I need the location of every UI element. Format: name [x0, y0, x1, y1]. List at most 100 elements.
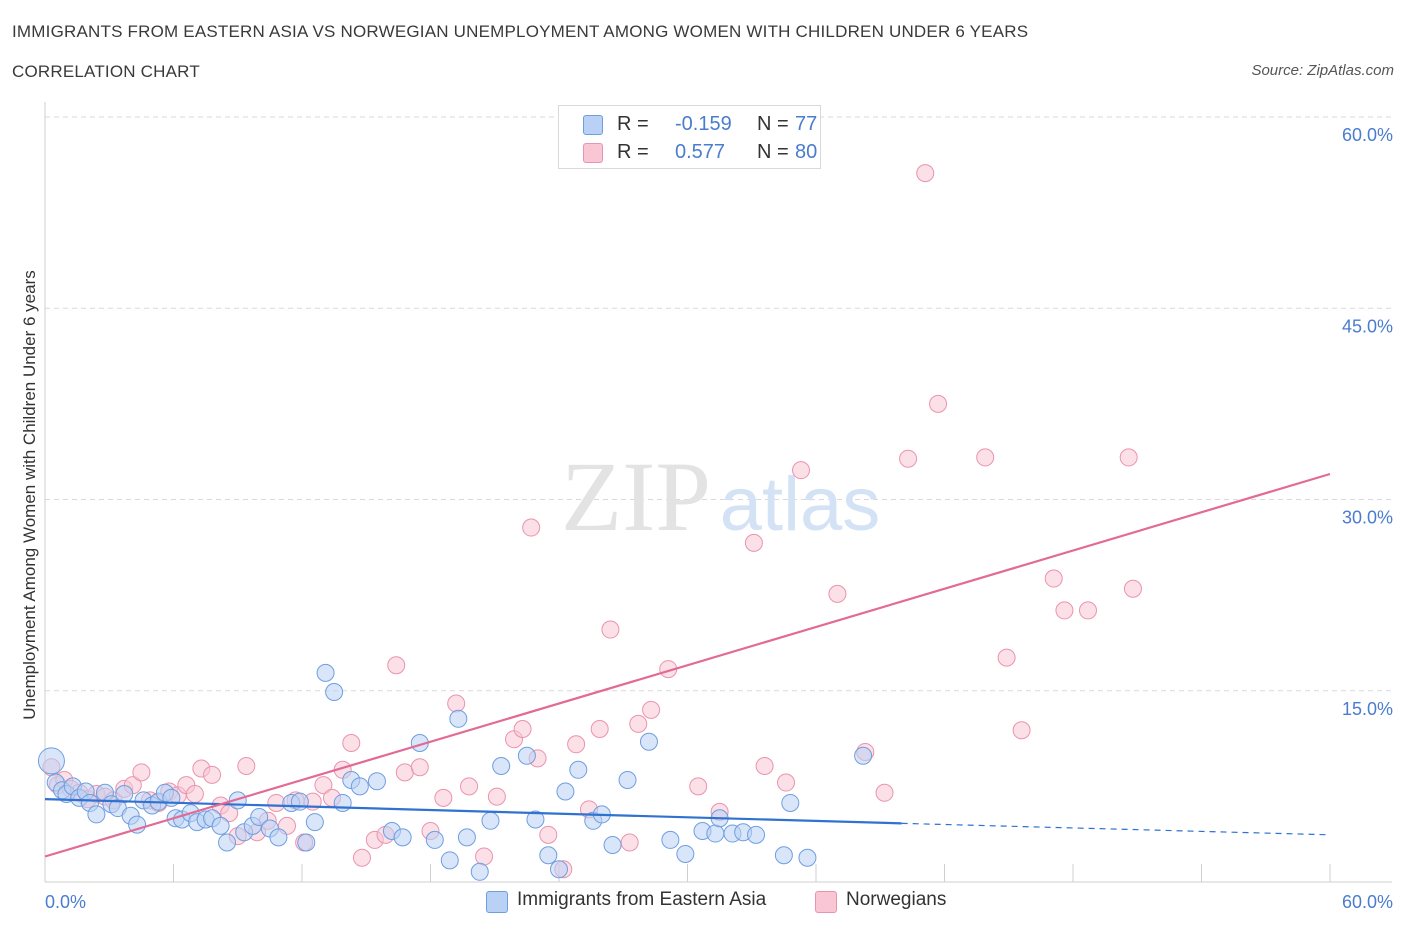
eastern-asia-point [325, 683, 344, 702]
y-axis-label: Unemployment Among Women with Children U… [20, 270, 39, 719]
eastern-asia-point [798, 848, 817, 867]
eastern-asia-point [774, 846, 793, 865]
legend-n-label: N = [757, 141, 789, 163]
eastern-asia-point [706, 824, 725, 843]
norwegians-point [132, 763, 151, 782]
eastern-asia-point [290, 792, 309, 811]
norwegians-point [395, 763, 414, 782]
eastern-asia-point [269, 828, 288, 847]
eastern-asia-point [457, 828, 476, 847]
legend-n-value: 77 [795, 113, 818, 135]
trend-lines [44, 472, 1331, 858]
eastern-asia-point [37, 747, 65, 775]
norwegians-point [875, 783, 894, 802]
eastern-asia-point [115, 785, 134, 804]
eastern-asia-point [550, 860, 568, 879]
legend-r-label: R = [617, 141, 649, 163]
norwegians-point [1055, 601, 1074, 620]
eastern-asia-point [781, 793, 800, 812]
eastern-asia-point [211, 816, 230, 835]
eastern-asia-point [481, 811, 500, 830]
grid-lines [45, 116, 1392, 692]
x-tick-label: 60.0% [1342, 892, 1393, 912]
eastern-asia-point [333, 793, 352, 812]
eastern-asia-point [517, 746, 536, 765]
norwegians-point [539, 825, 558, 844]
norwegians-point [601, 620, 620, 639]
eastern-asia-point [350, 777, 369, 796]
eastern-asia-point [316, 663, 335, 682]
legend-swatch-pink [815, 891, 837, 913]
norwegians-point [689, 777, 708, 796]
legend-n-value: 80 [795, 141, 818, 163]
norwegians-point [410, 758, 429, 777]
norwegians-point [1078, 601, 1097, 620]
eastern-asia-point [367, 772, 386, 791]
source-label: Source: ZipAtlas.com [1251, 62, 1394, 79]
eastern-asia-point [556, 782, 575, 801]
eastern-asia-point [569, 760, 588, 779]
norwegians-point [447, 694, 466, 713]
norwegians-point [755, 756, 774, 775]
eastern-asia-point [440, 851, 459, 870]
tick-labels: 15.0% 30.0% 45.0% 60.0% 0.0% 60.0% [45, 125, 1393, 912]
chart-title: IMMIGRANTS FROM EASTERN ASIA VS NORWEGIA… [12, 22, 1029, 41]
eastern-asia-point [539, 846, 558, 865]
norwegians-point [929, 394, 948, 413]
norwegians-point [267, 793, 286, 812]
eastern-asia-point [618, 771, 637, 789]
watermark: ZIP atlas [561, 441, 880, 552]
eastern-asia-point [87, 805, 106, 824]
norwegians-point [342, 734, 361, 753]
y-tick-label: 15.0% [1342, 699, 1393, 719]
norwegians-point [434, 788, 453, 807]
eastern-asia-point [747, 825, 766, 844]
correlation-legend: R = -0.159 N = 77 R = 0.577 N = 80 [558, 105, 821, 169]
eastern-asia-point [250, 807, 269, 826]
norwegians-point [314, 776, 333, 795]
norwegians-point [899, 449, 918, 468]
norwegians-point [916, 164, 935, 183]
norwegians-point [777, 773, 796, 792]
norwegians-point [792, 461, 811, 480]
norwegians-point [629, 714, 648, 733]
y-tick-label: 30.0% [1342, 508, 1393, 528]
norwegians-point [976, 448, 995, 467]
norwegians-point [642, 700, 661, 719]
norwegians-point [185, 785, 204, 804]
eastern-asia-point [603, 836, 622, 855]
eastern-asia-point [661, 830, 680, 849]
eastern-asia-point [639, 732, 658, 751]
eastern-asia-trend-extension [901, 822, 1331, 836]
eastern-asia-point [854, 746, 873, 765]
norwegians-point [522, 518, 541, 537]
norwegians-point [1012, 721, 1031, 740]
norwegians-point [1119, 448, 1138, 467]
legend-swatch-blue [486, 891, 508, 913]
norwegians-point [460, 777, 479, 796]
legend-label: Norwegians [846, 889, 947, 910]
legend-swatch-pink [583, 143, 603, 163]
x-tick-label: 0.0% [45, 892, 86, 912]
legend-r-value: 0.577 [675, 141, 726, 163]
norwegians-trend-line [44, 472, 1331, 858]
norwegians-point [620, 833, 639, 852]
norwegians-point [828, 584, 847, 603]
eastern-asia-point [218, 833, 237, 852]
norwegians-point [1123, 579, 1142, 598]
eastern-asia-trend-line [44, 798, 902, 825]
eastern-asia-point [470, 862, 489, 881]
watermark-zip: ZIP [561, 441, 711, 552]
norwegians-point [513, 720, 532, 738]
legend-swatch-blue [583, 115, 603, 135]
norwegians-point [1044, 569, 1063, 588]
norwegians-point [997, 648, 1016, 667]
legend-n-label: N = [757, 113, 789, 135]
y-tick-label: 60.0% [1342, 125, 1393, 145]
chart-subtitle: CORRELATION CHART [12, 62, 200, 81]
eastern-asia-point [393, 828, 412, 847]
norwegians-point [567, 735, 586, 754]
legend-r-label: R = [617, 113, 649, 135]
norwegians-point [387, 656, 406, 675]
